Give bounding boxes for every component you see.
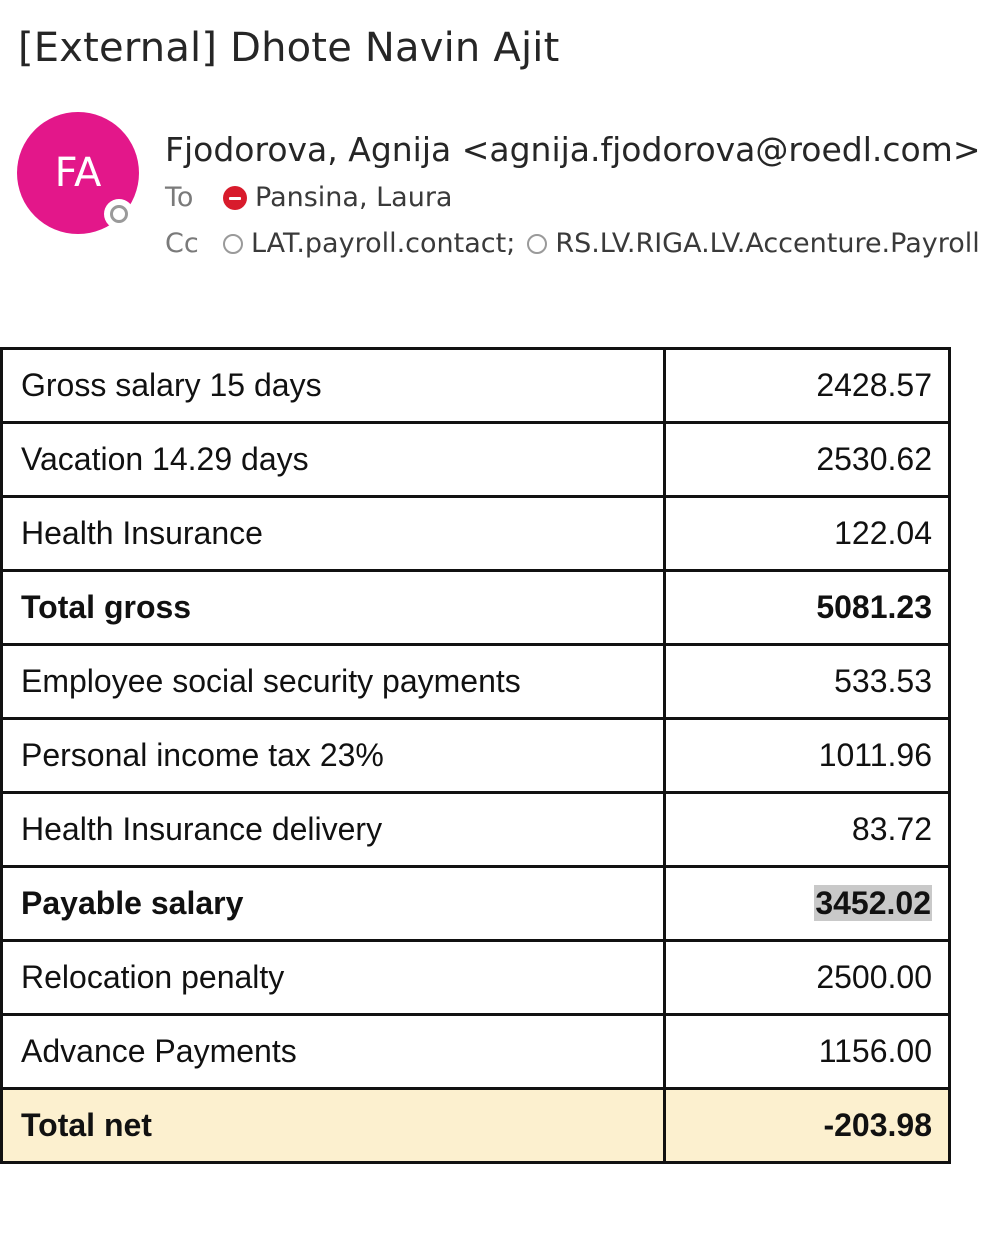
table-row: Health Insurance delivery 83.72 (0, 791, 951, 868)
avatar-initials: FA (54, 150, 102, 196)
table-row-payable-salary: Payable salary 3452.02 (0, 865, 951, 942)
table-row: Advance Payments 1156.00 (0, 1013, 951, 1090)
table-row: Employee social security payments 533.53 (0, 643, 951, 720)
presence-offline-icon (104, 199, 134, 229)
row-value: 122.04 (663, 495, 951, 572)
table-row: Gross salary 15 days 2428.57 (0, 347, 951, 424)
row-label: Payable salary (0, 865, 666, 942)
row-value: 2500.00 (663, 939, 951, 1016)
sender-name[interactable]: Fjodorova, Agnija <agnija.fjodorova@roed… (165, 130, 981, 169)
offline-status-icon (527, 234, 548, 254)
row-label: Employee social security payments (0, 643, 666, 720)
to-line: To Pansina, Laura (165, 180, 452, 216)
row-label: Gross salary 15 days (0, 347, 666, 424)
table-row: Vacation 14.29 days 2530.62 (0, 421, 951, 498)
row-value: 2428.57 (663, 347, 951, 424)
recipient-cc-2[interactable]: RS.LV.RIGA.LV.Accenture.Payroll (555, 228, 980, 259)
cc-label: Cc (165, 228, 199, 259)
row-label: Personal income tax 23% (0, 717, 666, 794)
sender-avatar[interactable]: FA (17, 112, 139, 234)
table-row-total-gross: Total gross 5081.23 (0, 569, 951, 646)
cc-line: Cc LAT.payroll.contact; RS.LV.RIGA.LV.Ac… (165, 226, 980, 262)
row-value: 5081.23 (663, 569, 951, 646)
row-value: 2530.62 (663, 421, 951, 498)
table-row-total-net: Total net -203.98 (0, 1087, 951, 1164)
do-not-disturb-status-icon (223, 186, 247, 210)
row-label: Health Insurance (0, 495, 666, 572)
row-value: 83.72 (663, 791, 951, 868)
row-value: 533.53 (663, 643, 951, 720)
offline-status-icon (223, 234, 243, 254)
table-row: Personal income tax 23% 1011.96 (0, 717, 951, 794)
row-label: Total gross (0, 569, 666, 646)
recipient-cc-1[interactable]: LAT.payroll.contact; (251, 228, 516, 259)
table-row: Health Insurance 122.04 (0, 495, 951, 572)
selected-value-highlight[interactable]: 3452.02 (814, 885, 932, 921)
row-label: Total net (0, 1087, 666, 1164)
row-value: -203.98 (663, 1087, 951, 1164)
row-value: 1156.00 (663, 1013, 951, 1090)
row-label: Health Insurance delivery (0, 791, 666, 868)
payroll-table: Gross salary 15 days 2428.57 Vacation 14… (0, 347, 951, 1164)
email-subject: [External] Dhote Navin Ajit (18, 25, 560, 71)
row-value: 1011.96 (663, 717, 951, 794)
row-value: 3452.02 (663, 865, 951, 942)
row-label: Vacation 14.29 days (0, 421, 666, 498)
to-label: To (165, 182, 194, 213)
recipient-to[interactable]: Pansina, Laura (255, 182, 453, 213)
row-label: Relocation penalty (0, 939, 666, 1016)
row-label: Advance Payments (0, 1013, 666, 1090)
table-row: Relocation penalty 2500.00 (0, 939, 951, 1016)
